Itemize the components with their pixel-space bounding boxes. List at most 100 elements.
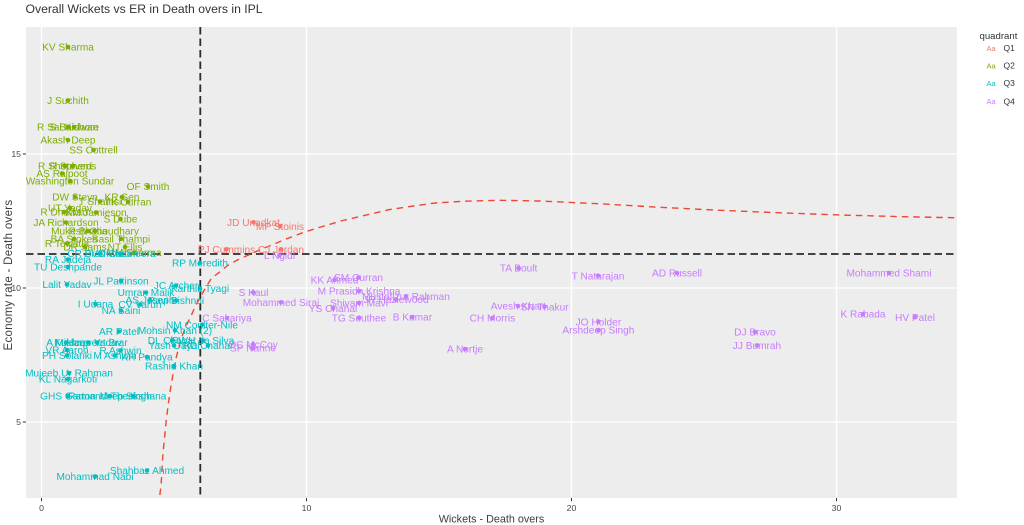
svg-text:AR Patel: AR Patel <box>99 327 139 338</box>
svg-text:NA Saini: NA Saini <box>102 306 141 317</box>
svg-text:PJ Cummins: PJ Cummins <box>198 245 255 256</box>
svg-text:L Ngidi: L Ngidi <box>264 251 295 262</box>
svg-text:OC McCoy: OC McCoy <box>228 340 278 351</box>
svg-text:S Baidwan: S Baidwan <box>50 123 98 134</box>
svg-text:AD Russell: AD Russell <box>652 269 702 280</box>
svg-text:Umran Malik: Umran Malik <box>118 288 176 299</box>
svg-text:Overall Wickets vs ER in Death: Overall Wickets vs ER in Death overs in … <box>26 2 263 16</box>
svg-text:DW Steyn: DW Steyn <box>52 193 98 204</box>
svg-text:10: 10 <box>302 503 312 513</box>
svg-text:30: 30 <box>832 503 842 513</box>
svg-text:Q1: Q1 <box>1004 43 1016 53</box>
svg-text:RD Chahar: RD Chahar <box>183 341 234 352</box>
svg-text:Avesh Khan: Avesh Khan <box>491 302 545 313</box>
svg-text:20: 20 <box>567 503 577 513</box>
svg-text:quadrant: quadrant <box>980 31 1018 42</box>
svg-text:Basil Thampi: Basil Thampi <box>92 235 150 246</box>
svg-text:Wickets - Death overs: Wickets - Death overs <box>439 514 545 525</box>
svg-text:T Natarajan: T Natarajan <box>572 271 625 282</box>
svg-text:J Suchith: J Suchith <box>47 96 89 107</box>
svg-text:Shahbaz Ahmed: Shahbaz Ahmed <box>110 466 184 477</box>
svg-text:AS Rajpoot: AS Rajpoot <box>36 169 87 180</box>
svg-text:JO Holder: JO Holder <box>576 317 622 328</box>
svg-text:0: 0 <box>39 503 44 513</box>
svg-text:MP Stoinis: MP Stoinis <box>256 222 304 233</box>
svg-text:KH Pandya: KH Pandya <box>121 353 173 364</box>
svg-text:B Kumar: B Kumar <box>393 313 433 324</box>
svg-text:R Stevens: R Stevens <box>50 162 97 173</box>
svg-text:Q3: Q3 <box>1004 78 1016 88</box>
svg-text:R Sai Kishore: R Sai Kishore <box>37 123 99 134</box>
svg-text:C Sakariya: C Sakariya <box>202 314 252 325</box>
svg-text:RP Meredith: RP Meredith <box>172 259 228 270</box>
svg-text:Aa: Aa <box>987 79 997 88</box>
svg-text:PH Solanki: PH Solanki <box>42 351 92 362</box>
svg-text:15: 15 <box>11 149 21 159</box>
svg-text:PWH de Silva: PWH de Silva <box>172 336 235 347</box>
svg-text:KL Nagarkoti: KL Nagarkoti <box>39 375 97 386</box>
svg-text:Mohammad Nabi: Mohammad Nabi <box>56 472 133 483</box>
svg-text:DR Sams: DR Sams <box>63 243 106 254</box>
svg-text:Lalit Yadav: Lalit Yadav <box>42 280 92 291</box>
svg-text:DJ Bravo: DJ Bravo <box>734 328 776 339</box>
svg-text:AS Joseph: AS Joseph <box>126 296 175 307</box>
svg-text:SP Narine: SP Narine <box>230 344 276 355</box>
svg-text:R Tewatia: R Tewatia <box>45 239 90 250</box>
svg-text:R Shepherd: R Shepherd <box>38 162 92 173</box>
svg-text:NT Ellis: NT Ellis <box>108 243 143 254</box>
svg-text:MM Sharma: MM Sharma <box>106 248 162 259</box>
svg-text:5: 5 <box>16 417 21 427</box>
svg-text:VR Aaron: VR Aaron <box>45 346 88 357</box>
svg-text:R Bhatia: R Bhatia <box>69 227 108 238</box>
svg-text:PVD Chameera: PVD Chameera <box>85 249 156 260</box>
svg-text:Mohammed Siraj: Mohammed Siraj <box>243 298 320 309</box>
svg-text:OF Smith: OF Smith <box>127 182 170 193</box>
svg-text:CH Morris: CH Morris <box>470 314 516 325</box>
svg-text:KM Jamieson: KM Jamieson <box>65 208 126 219</box>
svg-text:Aa: Aa <box>987 62 997 71</box>
svg-text:BA Stokes: BA Stokes <box>51 235 98 246</box>
svg-text:Yash Dayal: Yash Dayal <box>148 341 199 352</box>
svg-text:R Dhawan: R Dhawan <box>40 208 87 219</box>
svg-text:TU Deshpande: TU Deshpande <box>34 263 102 274</box>
svg-text:JC Archer: JC Archer <box>154 281 199 292</box>
svg-text:R Ashwin: R Ashwin <box>99 346 141 357</box>
svg-text:SS Cottrell: SS Cottrell <box>69 146 117 157</box>
svg-text:DL Chahar: DL Chahar <box>148 336 197 347</box>
svg-text:GHS Garton: GHS Garton <box>40 392 96 403</box>
svg-text:10: 10 <box>11 283 21 293</box>
svg-text:Q4: Q4 <box>1004 96 1016 106</box>
svg-text:KV Sharma: KV Sharma <box>42 43 94 54</box>
svg-text:JD Unadkat: JD Unadkat <box>227 218 280 229</box>
svg-text:A Mishra: A Mishra <box>46 338 86 349</box>
svg-text:Washington Sundar: Washington Sundar <box>26 177 115 188</box>
svg-text:T Shamsi: T Shamsi <box>79 197 122 208</box>
svg-text:HV Patel: HV Patel <box>895 313 935 324</box>
svg-text:Shivam Mavi: Shivam Mavi <box>330 299 388 310</box>
svg-text:I Udana: I Udana <box>78 300 114 311</box>
svg-text:Rashid Khan: Rashid Khan <box>145 362 203 373</box>
svg-text:Mukesh Choudhary: Mukesh Choudhary <box>51 227 140 238</box>
svg-text:Mujeeb Ur Rahman: Mujeeb Ur Rahman <box>25 369 113 380</box>
svg-text:KK Ahmed: KK Ahmed <box>311 275 359 286</box>
svg-text:Ravi Bishnoi: Ravi Bishnoi <box>148 296 204 307</box>
svg-text:JA Richardson: JA Richardson <box>33 218 98 229</box>
svg-text:CR Brathwaite: CR Brathwaite <box>67 249 133 260</box>
svg-text:RA Jadeja: RA Jadeja <box>45 255 92 266</box>
svg-text:Ramandeep Singh: Ramandeep Singh <box>68 392 152 403</box>
svg-text:SN Thakur: SN Thakur <box>520 302 569 313</box>
svg-text:S Dube: S Dube <box>104 215 138 226</box>
svg-text:M Theekshana: M Theekshana <box>100 392 167 403</box>
svg-text:CJ Jordan: CJ Jordan <box>258 245 304 256</box>
svg-text:Kuldeep Yadav: Kuldeep Yadav <box>54 338 123 349</box>
svg-text:SM Curran: SM Curran <box>334 273 383 284</box>
svg-text:YS Chahal: YS Chahal <box>309 304 357 315</box>
svg-text:K Rabada: K Rabada <box>840 310 885 321</box>
svg-text:Mohammed Shami: Mohammed Shami <box>847 269 932 280</box>
svg-text:S Kaul: S Kaul <box>239 288 269 299</box>
svg-text:Mustafizur Rahman: Mustafizur Rahman <box>362 292 450 303</box>
svg-text:JL Pattinson: JL Pattinson <box>93 277 148 288</box>
svg-text:Aa: Aa <box>987 44 997 53</box>
svg-text:Mohsin Khan (2): Mohsin Khan (2) <box>138 326 212 337</box>
svg-text:TG Southee: TG Southee <box>332 313 387 324</box>
